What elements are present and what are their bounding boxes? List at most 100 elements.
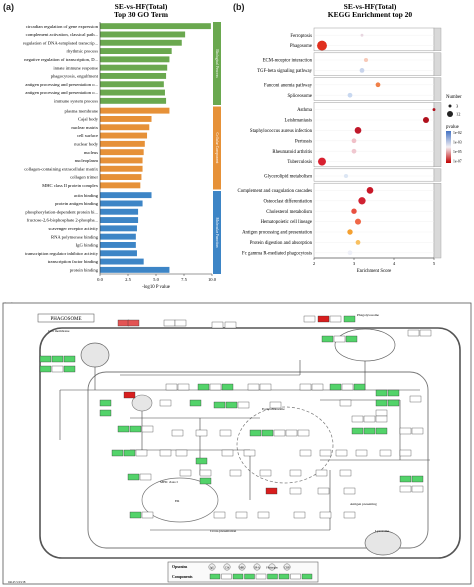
- gene-node: [229, 469, 242, 477]
- gene-node: [243, 449, 256, 457]
- gene-node: [299, 449, 312, 457]
- go-term-label: nuclear body: [74, 141, 99, 146]
- go-term-label: transcription factor binding: [48, 259, 99, 264]
- kegg-term-label: Tuberculosis: [287, 160, 312, 165]
- gene-node: [363, 415, 376, 423]
- go-bar: [100, 31, 186, 38]
- gene-node: [293, 511, 306, 519]
- gene-node: [127, 319, 140, 327]
- kegg-term-label: Glycerolipid metabolism: [264, 175, 312, 180]
- gene-node: [259, 469, 272, 477]
- go-term-label: cell surface: [77, 133, 98, 138]
- opsonin-label: IgG: [210, 566, 214, 569]
- size-legend-label: 12: [456, 112, 460, 117]
- gene-node: [375, 409, 388, 417]
- go-bar: [100, 200, 143, 207]
- gene-node: [249, 429, 262, 437]
- label-endosome: Early endosome: [262, 407, 285, 411]
- go-bar: [100, 242, 136, 248]
- gene-node: [299, 383, 312, 391]
- x-axis-label: Enrichment Score: [357, 269, 392, 274]
- chart-b-title: SE-vs-HF(Total): [344, 2, 397, 11]
- chart-a-subtitle: Top 30 GO Term: [114, 10, 169, 19]
- go-bar: [100, 39, 182, 46]
- gene-node: [235, 511, 248, 519]
- color-legend-label: 1e-02: [453, 131, 462, 135]
- label-lysosome: Lysosome: [375, 529, 390, 533]
- gene-node: [171, 429, 184, 437]
- kegg-term-label: Cholesterol metabolism: [266, 210, 312, 215]
- kegg-group-strip: [433, 77, 442, 101]
- go-category-strip: [213, 106, 221, 190]
- x-tick-label: 5.0: [153, 277, 159, 282]
- gene-node: [257, 511, 270, 519]
- kegg-dot: [351, 138, 357, 144]
- panel-a-letter: (a): [3, 2, 14, 12]
- gene-node: [387, 389, 400, 397]
- go-term-label: scavenger receptor activity: [49, 226, 99, 231]
- color-legend-label: 1e-05: [453, 150, 462, 154]
- kegg-group-strip: [433, 52, 442, 76]
- gene-node: [179, 469, 192, 477]
- gene-node: [211, 321, 224, 329]
- gene-node: [63, 355, 76, 363]
- kegg-term-label: Antigen processing and presentation: [242, 231, 313, 236]
- go-bar: [100, 165, 143, 172]
- gene-node: [51, 355, 64, 363]
- go-term-label: actin binding: [74, 193, 99, 198]
- kegg-group-frame: [313, 27, 435, 52]
- label-er: ER: [175, 499, 180, 503]
- go-bar: [100, 124, 150, 131]
- gene-node: [141, 511, 154, 519]
- gene-node: [221, 449, 234, 457]
- opsonin-label: C3b: [225, 566, 230, 569]
- go-term-label: rhythmic process: [66, 49, 98, 54]
- kegg-term-label: Rheumatoid arthritis: [272, 150, 312, 155]
- kegg-term-label: Complement and coagulation cascades: [238, 189, 313, 194]
- color-legend-title: pvalue: [446, 125, 459, 130]
- gene-node: [247, 383, 260, 391]
- gene-node: [159, 449, 172, 457]
- gene-node: [163, 319, 176, 327]
- opsonin-label: CRP: [285, 566, 290, 569]
- kegg-term-label: Hematopoietic cell lineage: [261, 220, 312, 225]
- gene-node: [197, 383, 210, 391]
- gene-node: [375, 427, 388, 435]
- gene-node: [353, 383, 366, 391]
- label-apc: Antigen presenting: [350, 502, 377, 506]
- kegg-dot: [347, 229, 353, 235]
- gene-node: [387, 399, 400, 407]
- gene-node: [317, 315, 330, 323]
- kegg-term-label: Phagosome: [290, 44, 312, 49]
- gene-node: [345, 335, 358, 343]
- legend-gene-node: [209, 573, 221, 580]
- gene-node: [117, 319, 130, 327]
- panel-b-letter: (b): [233, 2, 245, 12]
- gene-node: [375, 399, 388, 407]
- kegg-term-label: Protein digestion and absorption: [250, 241, 313, 246]
- gene-node: [297, 429, 310, 437]
- kegg-term-label: Asthma: [297, 108, 313, 113]
- endosome-body: [236, 406, 334, 484]
- kegg-dot: [347, 250, 353, 256]
- go-bar: [100, 56, 170, 63]
- go-term-label: Cajal body: [78, 117, 99, 122]
- gene-node: [379, 449, 392, 457]
- go-term-label: protein antigen binding: [55, 201, 99, 206]
- legend-cat-components: Components: [172, 575, 193, 579]
- kegg-dot: [343, 173, 349, 179]
- gene-node: [139, 473, 152, 481]
- kegg-dot: [347, 92, 353, 98]
- gene-node: [141, 425, 154, 433]
- opsonin-label: Fibrinogen: [266, 566, 278, 569]
- kegg-dot-plot: SE-vs-HF(Total) KEGG Enrichment top 20 F…: [238, 2, 463, 274]
- kegg-group-frame: [313, 182, 435, 259]
- gene-node: [351, 415, 364, 423]
- gene-node: [355, 449, 368, 457]
- gene-node: [63, 365, 76, 373]
- go-term-label: collagen-containing extracellular matrix: [24, 166, 98, 171]
- x-axis-label: -log10 P value: [142, 285, 170, 290]
- kegg-term-label: Spliceosome: [287, 94, 312, 99]
- legend-gene-node: [255, 573, 267, 580]
- go-bar: [100, 140, 145, 147]
